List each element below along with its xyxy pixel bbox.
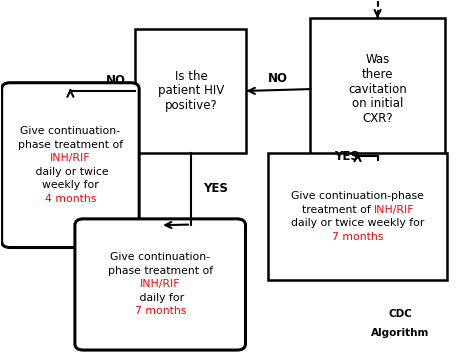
- Text: 4 months: 4 months: [45, 194, 96, 204]
- FancyBboxPatch shape: [310, 18, 445, 160]
- Text: phase treatment of: phase treatment of: [108, 266, 213, 276]
- Text: Give continuation-: Give continuation-: [110, 252, 210, 262]
- FancyBboxPatch shape: [268, 153, 447, 280]
- Text: on initial: on initial: [352, 97, 403, 110]
- FancyBboxPatch shape: [136, 29, 246, 153]
- Text: INH/RIF: INH/RIF: [374, 204, 414, 215]
- Text: Algorithm: Algorithm: [371, 328, 429, 338]
- Text: positive?: positive?: [164, 99, 217, 112]
- Text: phase treatment of: phase treatment of: [18, 140, 123, 150]
- Text: CDC: CDC: [388, 308, 412, 319]
- Text: 7 months: 7 months: [332, 231, 383, 242]
- Text: 7 months: 7 months: [135, 306, 186, 316]
- Text: treatment of: treatment of: [302, 204, 374, 215]
- Text: INH/RIF: INH/RIF: [140, 279, 181, 289]
- Text: Was: Was: [365, 53, 390, 66]
- Text: daily or twice: daily or twice: [32, 167, 109, 177]
- Text: Give continuation-phase: Give continuation-phase: [291, 191, 424, 201]
- Text: INH/RIF: INH/RIF: [50, 153, 91, 163]
- Text: patient HIV: patient HIV: [158, 84, 224, 97]
- Text: NO: NO: [106, 74, 126, 87]
- Text: there: there: [362, 68, 393, 81]
- Text: daily for: daily for: [136, 293, 184, 303]
- Text: daily or twice weekly for: daily or twice weekly for: [291, 218, 424, 228]
- Text: NO: NO: [268, 72, 288, 85]
- Text: weekly for: weekly for: [42, 180, 99, 190]
- FancyBboxPatch shape: [75, 219, 246, 350]
- Text: YES: YES: [203, 182, 228, 196]
- FancyBboxPatch shape: [1, 83, 139, 247]
- Text: YES: YES: [334, 150, 359, 163]
- Text: Give continuation-: Give continuation-: [20, 126, 120, 136]
- Text: CXR?: CXR?: [362, 112, 393, 125]
- Text: Is the: Is the: [174, 70, 207, 83]
- Text: cavitation: cavitation: [348, 83, 407, 95]
